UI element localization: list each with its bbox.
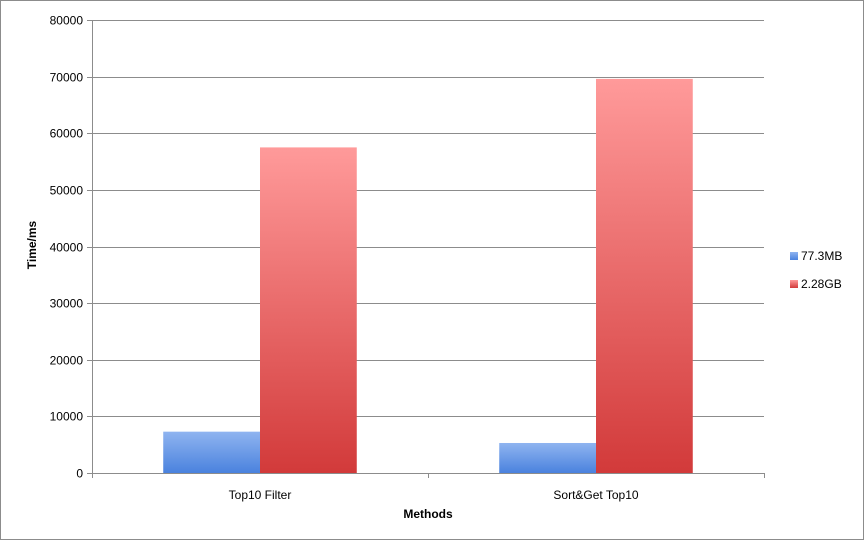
y-tick-label: 70000	[50, 71, 84, 85]
axes	[87, 20, 765, 478]
gridlines	[92, 20, 764, 474]
bar-2.28GB-Sort&Get Top10	[596, 78, 693, 473]
bar-77.3MB-Top10 Filter	[163, 431, 260, 473]
tick-labels: 0 10000 20000 30000 40000 50000 60000 70000 8000…	[50, 14, 639, 503]
legend-label: 2.28GB	[801, 277, 842, 291]
y-tick-label: 50000	[50, 184, 84, 198]
y-tick-label: 60000	[50, 127, 84, 141]
y-tick-label: 0	[76, 467, 83, 481]
legend-swatch	[790, 280, 798, 288]
y-tick-label: 10000	[50, 410, 84, 424]
y-axis-title: Time/ms	[25, 220, 39, 269]
y-tick-label: 40000	[50, 241, 84, 255]
legend: 77.3MB 2.28GB	[790, 249, 842, 291]
y-tick-label: 20000	[50, 354, 84, 368]
legend-label: 77.3MB	[801, 249, 842, 263]
y-tick-label: 30000	[50, 297, 84, 311]
x-tick-label: Sort&Get Top10	[553, 488, 638, 502]
bar-2.28GB-Top10 Filter	[260, 147, 357, 473]
y-tick-label: 80000	[50, 14, 84, 28]
bars	[163, 78, 693, 473]
legend-swatch	[790, 252, 798, 260]
x-axis-title: Methods	[403, 507, 453, 521]
bar-77.3MB-Sort&Get Top10	[499, 442, 596, 473]
x-tick-label: Top10 Filter	[229, 488, 292, 502]
